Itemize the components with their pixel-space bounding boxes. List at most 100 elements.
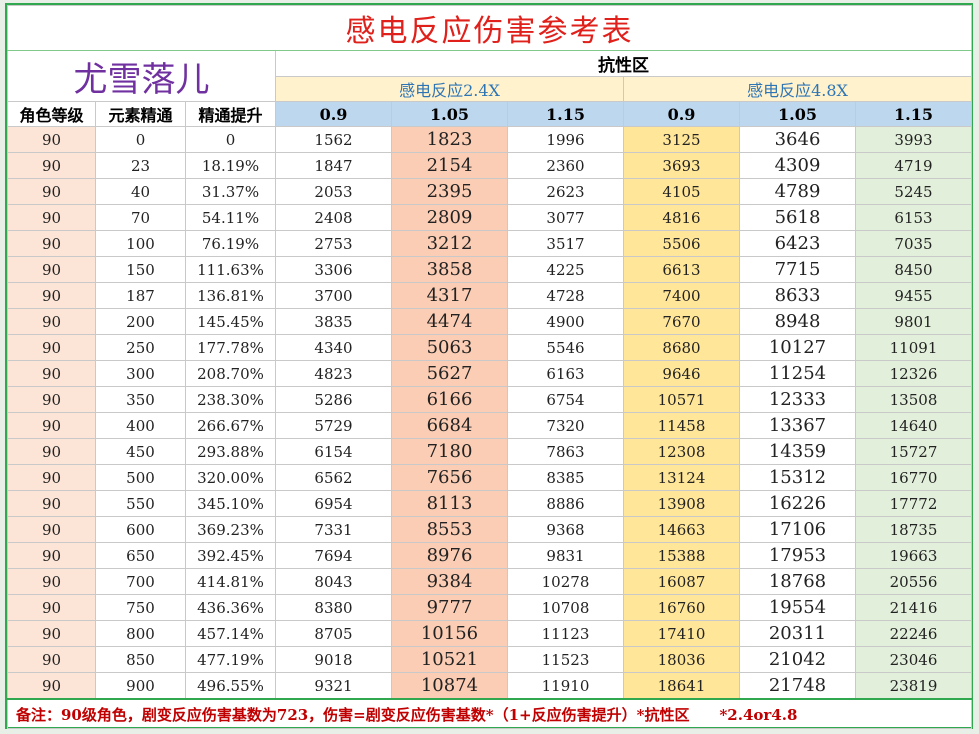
table-cell: 369.23% xyxy=(185,516,276,543)
table-cell: 18768 xyxy=(739,568,856,595)
table-cell: 11254 xyxy=(739,360,856,387)
table-row: 90 0 0 1562 1823 1996 3125 3646 3993 xyxy=(7,126,973,153)
table-cell: 3700 xyxy=(275,282,392,309)
table-cell: 40 xyxy=(95,178,186,205)
table-cell: 19663 xyxy=(854,542,973,569)
table-cell: 8886 xyxy=(507,490,624,517)
table-cell: 6163 xyxy=(507,360,624,387)
table-cell: 7400 xyxy=(623,282,740,309)
table-cell: 187 xyxy=(95,282,186,309)
table-cell: 2809 xyxy=(391,204,508,231)
table-cell: 90 xyxy=(7,256,96,283)
table-cell: 10156 xyxy=(391,620,508,647)
table-cell: 90 xyxy=(7,230,96,257)
table-cell: 4105 xyxy=(623,178,740,205)
table-cell: 4816 xyxy=(623,204,740,231)
table-cell: 3646 xyxy=(739,126,856,153)
table-row: 90 100 76.19% 2753 3212 3517 5506 6423 7035 xyxy=(7,230,973,257)
table-cell: 2623 xyxy=(507,178,624,205)
table-cell: 54.11% xyxy=(185,204,276,231)
table-cell: 3212 xyxy=(391,230,508,257)
table-cell: 266.67% xyxy=(185,412,276,439)
table-cell: 90 xyxy=(7,308,96,335)
table-cell: 850 xyxy=(95,646,186,673)
table-cell: 6166 xyxy=(391,386,508,413)
table-cell: 90 xyxy=(7,646,96,673)
col-header-bonus: 精通提升 xyxy=(185,101,276,127)
table-cell: 5546 xyxy=(507,334,624,361)
table-cell: 457.14% xyxy=(185,620,276,647)
table-cell: 500 xyxy=(95,464,186,491)
table-cell: 23 xyxy=(95,152,186,179)
table-cell: 22246 xyxy=(854,620,973,647)
table-cell: 1562 xyxy=(275,126,392,153)
table-row: 90 850 477.19% 9018 10521 11523 18036 21042 2304… xyxy=(7,646,973,673)
table-cell: 700 xyxy=(95,568,186,595)
table-cell: 8385 xyxy=(507,464,624,491)
table-cell: 320.00% xyxy=(185,464,276,491)
col-header-resist: 1.05 xyxy=(391,101,508,127)
table-cell: 900 xyxy=(95,672,186,700)
table-cell: 4728 xyxy=(507,282,624,309)
table-cell: 90 xyxy=(7,360,96,387)
table-cell: 13508 xyxy=(854,386,973,413)
table-cell: 20311 xyxy=(739,620,856,647)
table-cell: 7656 xyxy=(391,464,508,491)
table-cell: 90 xyxy=(7,126,96,153)
table-cell: 4719 xyxy=(854,152,973,179)
footnote: 备注：90级角色，剧变反应伤害基数为723，伤害=剧变反应伤害基数*（1+反应伤… xyxy=(6,698,973,729)
table-cell: 300 xyxy=(95,360,186,387)
table-cell: 10278 xyxy=(507,568,624,595)
table-cell: 4789 xyxy=(739,178,856,205)
table-cell: 4900 xyxy=(507,308,624,335)
table-cell: 0 xyxy=(185,126,276,153)
table-cell: 90 xyxy=(7,386,96,413)
table-cell: 15727 xyxy=(854,438,973,465)
table-cell: 90 xyxy=(7,672,96,700)
table-cell: 5729 xyxy=(275,412,392,439)
table-cell: 9321 xyxy=(275,672,392,700)
table-cell: 1823 xyxy=(391,126,508,153)
table-cell: 16087 xyxy=(623,568,740,595)
table-cell: 90 xyxy=(7,334,96,361)
table-row: 90 187 136.81% 3700 4317 4728 7400 8633 9455 xyxy=(7,282,973,309)
table-cell: 9646 xyxy=(623,360,740,387)
col-header-resist: 1.15 xyxy=(507,101,624,127)
table-cell: 90 xyxy=(7,490,96,517)
table-cell: 14359 xyxy=(739,438,856,465)
table-cell: 3517 xyxy=(507,230,624,257)
table-cell: 177.78% xyxy=(185,334,276,361)
table-cell: 3835 xyxy=(275,308,392,335)
table-cell: 293.88% xyxy=(185,438,276,465)
table-row: 90 150 111.63% 3306 3858 4225 6613 7715 8450 xyxy=(7,256,973,283)
table-cell: 8553 xyxy=(391,516,508,543)
table-cell: 23819 xyxy=(854,672,973,700)
table-cell: 5627 xyxy=(391,360,508,387)
table-cell: 10571 xyxy=(623,386,740,413)
table-cell: 4474 xyxy=(391,308,508,335)
table-cell: 6754 xyxy=(507,386,624,413)
table-cell: 6154 xyxy=(275,438,392,465)
table-cell: 4823 xyxy=(275,360,392,387)
table-cell: 16760 xyxy=(623,594,740,621)
table-cell: 21042 xyxy=(739,646,856,673)
table-cell: 6423 xyxy=(739,230,856,257)
table-cell: 3077 xyxy=(507,204,624,231)
table-cell: 650 xyxy=(95,542,186,569)
table-row: 90 500 320.00% 6562 7656 8385 13124 15312 16770 xyxy=(7,464,973,491)
table-cell: 11123 xyxy=(507,620,624,647)
table-cell: 17953 xyxy=(739,542,856,569)
reaction-24x-header: 感电反应2.4X xyxy=(275,76,624,102)
col-header-resist: 0.9 xyxy=(623,101,740,127)
table-cell: 100 xyxy=(95,230,186,257)
table-cell: 1996 xyxy=(507,126,624,153)
table-cell: 19554 xyxy=(739,594,856,621)
table-row: 90 300 208.70% 4823 5627 6163 9646 11254 12326 xyxy=(7,360,973,387)
table-cell: 18641 xyxy=(623,672,740,700)
table-cell: 7320 xyxy=(507,412,624,439)
table-cell: 11910 xyxy=(507,672,624,700)
table-cell: 800 xyxy=(95,620,186,647)
table-cell: 18735 xyxy=(854,516,973,543)
table-cell: 90 xyxy=(7,568,96,595)
table-row: 90 450 293.88% 6154 7180 7863 12308 14359 15727 xyxy=(7,438,973,465)
